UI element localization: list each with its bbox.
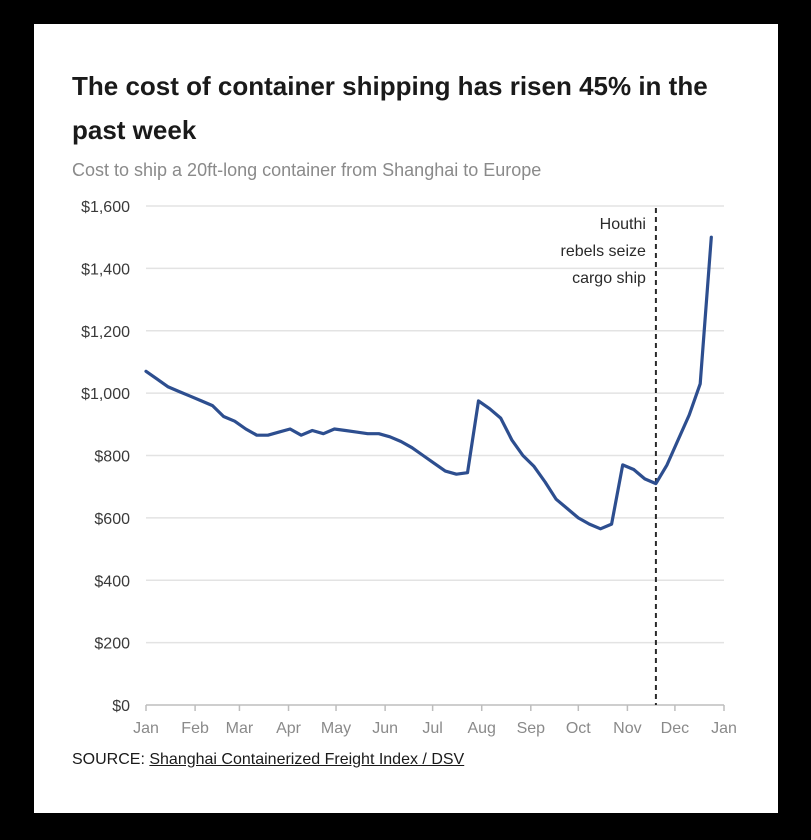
x-tick-label: Sep xyxy=(517,720,546,737)
x-tick-label: Nov xyxy=(613,720,641,737)
source-link[interactable]: Shanghai Containerized Freight Index / D… xyxy=(149,751,465,768)
y-tick-label: $1,200 xyxy=(81,324,130,341)
x-tick-label: Apr xyxy=(276,720,302,737)
chart-subtitle: Cost to ship a 20ft-long container from … xyxy=(72,160,542,180)
x-tick-label: Mar xyxy=(226,720,254,737)
y-axis-ticks: $0 $200 $400 $600 $800 $1,000 $1,200 $1,400 $1,6… xyxy=(81,199,130,715)
x-tick-label: May xyxy=(321,720,351,737)
y-tick-label: $200 xyxy=(94,636,130,653)
source-note: SOURCE: Shanghai Containerized Freight I… xyxy=(72,751,464,769)
x-tick-label: Oct xyxy=(566,720,591,737)
y-tick-label: $1,400 xyxy=(81,261,130,278)
chart-title: The cost of container shipping has risen… xyxy=(72,71,708,145)
y-tick-label: $800 xyxy=(94,449,130,466)
annotation-text: rebels seize xyxy=(561,243,646,260)
annotation: Houthi rebels seize cargo ship xyxy=(561,208,657,705)
line-chart: $0 $200 $400 $600 $800 $1,000 $1,200 $1,400 $1,6… xyxy=(81,199,737,737)
series-lines xyxy=(144,235,713,531)
x-tick-label: Jan xyxy=(133,720,159,737)
y-tick-label: $400 xyxy=(94,573,130,590)
y-tick-label: $1,000 xyxy=(81,386,130,403)
y-tick-label: $600 xyxy=(94,511,130,528)
x-tick-label: Aug xyxy=(467,720,495,737)
x-tick-label: Jul xyxy=(422,720,442,737)
series-line xyxy=(144,235,713,531)
x-axis-ticks: Jan Feb Mar Apr May Jun Jul Aug Sep Oct Nov Dec Jan xyxy=(133,705,737,737)
x-tick-label: Dec xyxy=(661,720,689,737)
chart-card: The cost of container shipping has risen… xyxy=(34,24,778,813)
x-tick-label: Jan xyxy=(711,720,737,737)
annotation-text: Houthi xyxy=(600,216,646,233)
x-tick-label: Jun xyxy=(372,720,398,737)
source-label: SOURCE: xyxy=(72,751,145,768)
x-tick-label: Feb xyxy=(181,720,209,737)
y-tick-label: $0 xyxy=(112,698,130,715)
annotation-text: cargo ship xyxy=(572,270,646,287)
grid-lines xyxy=(146,205,724,644)
y-tick-label: $1,600 xyxy=(81,199,130,216)
